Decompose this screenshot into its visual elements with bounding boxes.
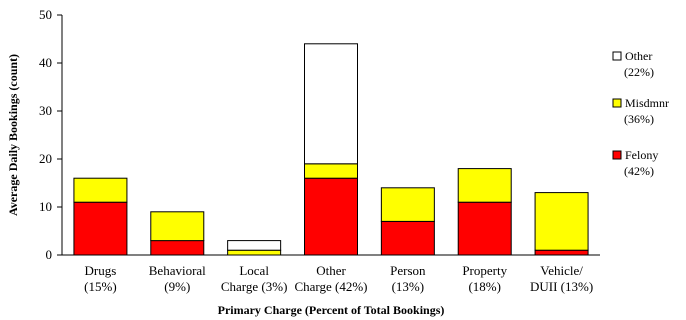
bar-segment-misdmnr [457, 168, 512, 203]
bar-segment-misdmnr [534, 192, 589, 251]
bars [73, 43, 589, 256]
y-tick-label: 50 [39, 7, 52, 22]
legend: Other (22%) Misdmnr (36%) Felony (42%) [612, 49, 669, 178]
y-axis-title: Average Daily Bookings (count) [6, 54, 20, 216]
bar-segment-other [227, 240, 282, 251]
y-tick-label: 10 [39, 199, 52, 214]
bar-segment-misdmnr [304, 163, 358, 179]
bar-segment-misdmnr [150, 211, 205, 242]
legend-swatch-other [612, 51, 622, 61]
y-tick-label: 30 [39, 103, 52, 118]
legend-swatch-felony [612, 150, 622, 160]
x-tick-label: Drugs (15%) [84, 263, 117, 294]
x-tick-label: Property (18%) [462, 263, 507, 294]
bar-segment-misdmnr [73, 177, 128, 203]
bar-segment-felony [73, 201, 128, 256]
bar-segment-misdmnr [380, 187, 435, 222]
x-axis: Drugs (15%) Behavioral (9%) Local Charge (3%)… [62, 254, 600, 294]
bar-segment-felony [380, 220, 435, 256]
legend-label-other: Other (22%) [624, 49, 654, 79]
bar-segment-felony [457, 201, 512, 256]
x-tick-label: Local Charge (3%) [221, 263, 288, 294]
bar-segment-felony [534, 249, 589, 256]
x-tick-label: Vehicle/DUII (13%) [530, 263, 593, 294]
bar-segment-felony [304, 177, 358, 256]
x-tick-label: Person (13%) [390, 263, 426, 294]
x-tick-label: Other Charge (42%) [294, 263, 367, 294]
y-tick-label: 20 [39, 151, 52, 166]
legend-label-felony: Felony (42%) [624, 148, 658, 178]
bar-segment-misdmnr [227, 249, 282, 256]
bar-segment-other [304, 43, 358, 165]
bar-segment-felony [150, 240, 205, 256]
y-axis: 0 10 20 30 40 50 [39, 7, 63, 262]
legend-swatch-misdmnr [612, 98, 622, 108]
x-tick-label: Behavioral (9%) [149, 263, 206, 294]
x-axis-title: Primary Charge (Percent of Total Booking… [218, 303, 445, 317]
legend-label-misdmnr: Misdmnr (36%) [624, 96, 669, 126]
y-tick-label: 0 [46, 247, 53, 262]
y-tick-label: 40 [39, 55, 52, 70]
